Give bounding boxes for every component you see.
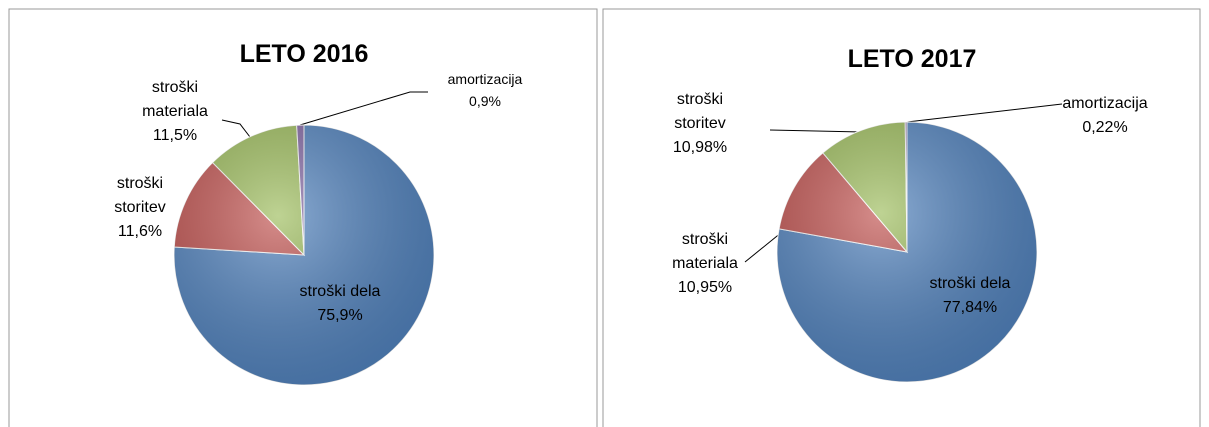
label-name: stroški dela [929,275,1011,292]
leader-line [906,103,1063,123]
label-name: stroški dela [299,283,381,300]
label-name: stroški materiala [142,79,208,120]
label-value: 11,6% [117,223,163,240]
data-label: stroški dela 75,9% [280,280,400,328]
label-value: 11,5% [152,127,198,144]
label-name: stroški materiala [672,231,738,272]
chart-title: LETO 2017 [847,45,977,73]
chart-title: LETO 2016 [239,40,369,68]
leader-line [744,231,783,263]
leader-line [769,129,863,133]
panel-border [602,8,1201,427]
label-value: 10,95% [677,279,733,296]
data-label: stroški materiala 10,95% [665,228,745,300]
leader-line [299,91,428,126]
data-label: stroški dela 77,84% [910,272,1030,320]
label-value: 75,9% [317,307,363,324]
label-name: amortizacija [447,71,523,87]
data-label: stroški storitev 11,6% [100,172,180,244]
data-label: stroški storitev 10,98% [660,88,740,160]
leader-line [221,119,251,138]
label-name: stroški storitev [674,91,726,132]
label-value: 0,9% [469,93,501,109]
data-label: amortizacija 0,22% [1045,92,1165,140]
label-name: stroški storitev [114,175,166,216]
label-name: amortizacija [1062,95,1148,112]
data-label: stroški materiala 11,5% [130,76,220,148]
panel-border [8,8,598,427]
label-value: 0,22% [1082,119,1128,136]
label-value: 10,98% [672,139,728,156]
label-value: 77,84% [942,299,998,316]
data-label: amortizacija 0,9% [425,68,545,112]
